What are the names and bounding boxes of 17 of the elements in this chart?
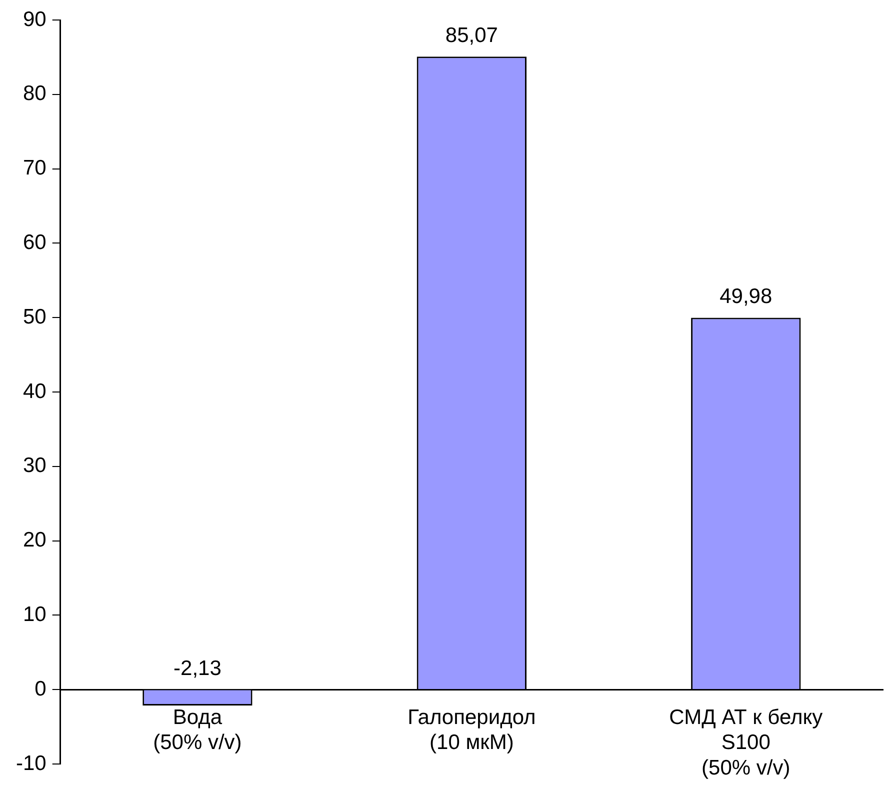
y-tick-label: -10 [16, 752, 46, 775]
data-label: -2,13 [174, 656, 222, 680]
y-tick-label: 70 [22, 156, 46, 180]
x-tick-label: Галоперидол (10 мкМ) [408, 706, 536, 754]
x-tick-label: Вода (50% v/v) [153, 706, 242, 754]
y-tick-label: 20 [22, 528, 46, 552]
data-label: 49,98 [720, 285, 772, 308]
y-tick-label: 50 [22, 305, 46, 328]
y-tick-label: 90 [22, 8, 46, 31]
y-tick-label: 80 [22, 82, 46, 106]
x-tick-label: СМД АТ к белку S100 (50% v/v) [669, 706, 824, 780]
y-tick-label: 0 [34, 677, 46, 700]
data-label: 85,07 [445, 24, 498, 47]
y-tick-label: 30 [22, 454, 46, 478]
y-tick-label: 40 [22, 380, 46, 403]
y-tick-label: 10 [22, 602, 46, 626]
y-tick-label: 60 [22, 230, 46, 254]
